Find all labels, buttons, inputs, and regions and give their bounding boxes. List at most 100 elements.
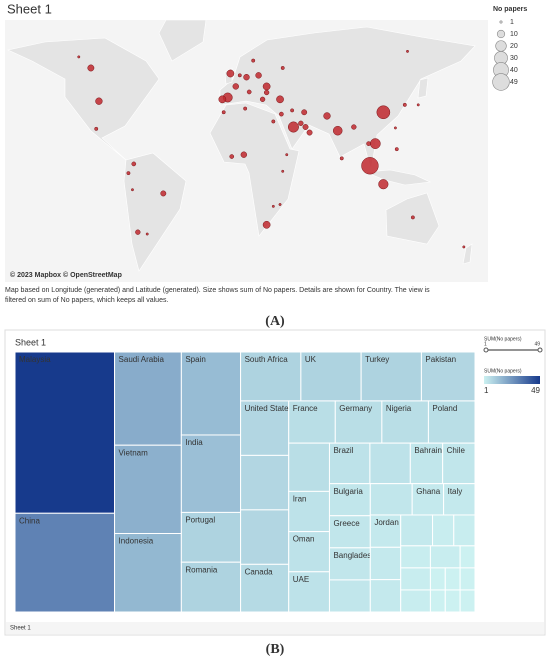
map-bubble	[410, 215, 415, 220]
treemap-cell	[328, 483, 371, 517]
treemap-label: UAE	[293, 575, 309, 584]
color-legend-title: SUM(No papers)	[484, 368, 522, 374]
map-title: Sheet 1	[7, 1, 52, 16]
size-legend-label: 30	[510, 55, 518, 62]
treemap-label: Oman	[293, 535, 315, 544]
treemap-cell	[114, 351, 182, 446]
map-bubble	[126, 171, 131, 176]
map-bubble	[285, 153, 289, 157]
map-bubble	[95, 97, 103, 105]
size-legend-circle	[499, 20, 503, 24]
treemap-label: Nigeria	[386, 404, 412, 413]
map-bubble	[131, 161, 137, 167]
treemap-label: Canada	[245, 567, 274, 576]
size-legend-circle	[496, 29, 506, 39]
size-legend-title: No papers	[493, 6, 527, 13]
treemap-label: UK	[305, 355, 317, 364]
map-bubble	[237, 73, 242, 78]
treemap-label: India	[185, 438, 203, 447]
treemap-label: South Africa	[245, 355, 289, 364]
map-bubble	[278, 203, 282, 206]
treemap-label: Poland	[432, 404, 457, 413]
map-bubble	[402, 102, 407, 107]
treemap-cell	[400, 567, 431, 591]
treemap-label: Brazil	[333, 446, 353, 455]
treemap-cell	[328, 515, 371, 549]
map-bubble	[281, 169, 285, 173]
map-bubble	[376, 105, 391, 120]
map-bubble	[226, 69, 235, 78]
treemap: Malaysia China Saudi Arabia Vietnam Indonesi…	[14, 351, 476, 613]
treemap-cell	[240, 509, 290, 565]
map-bubble	[301, 109, 308, 116]
caption-line: filtered on sum of No papers, which keep…	[5, 297, 168, 304]
treemap-cell	[369, 483, 413, 516]
map-bubble	[94, 126, 99, 131]
slider-handle[interactable]	[483, 347, 489, 353]
map-bubble	[394, 147, 399, 152]
map-bubble	[131, 188, 134, 192]
sheet-tab[interactable]: Sheet 1	[10, 626, 31, 632]
treemap-cell	[400, 589, 431, 613]
map-bubble	[87, 64, 95, 72]
map-bubble	[218, 95, 227, 104]
treemap-label: Malaysia	[19, 355, 51, 364]
slider-title: SUM(No papers)	[484, 336, 522, 342]
map-bubble	[280, 66, 285, 70]
map-bubble	[290, 108, 295, 113]
treemap-cell	[288, 400, 336, 444]
map-bubble	[263, 89, 270, 96]
map-bubble	[255, 72, 262, 79]
map-bubble	[366, 141, 371, 146]
size-legend-label: 20	[510, 43, 518, 50]
treemap-label: Greece	[333, 519, 360, 528]
treemap-cell	[429, 567, 446, 591]
map-bubble	[229, 154, 235, 159]
slider-min: 1	[484, 341, 487, 347]
treemap-cell	[180, 561, 242, 613]
color-legend-bar	[484, 376, 540, 384]
color-legend-max: 49	[531, 386, 540, 395]
treemap-label: Bangladesh	[333, 551, 375, 560]
treemap-cell	[381, 400, 429, 444]
treemap-cell	[453, 514, 476, 547]
size-legend-label: 1	[510, 19, 514, 26]
treemap-cell	[180, 434, 242, 513]
map-bubble	[302, 124, 309, 130]
treemap-cell	[334, 400, 383, 444]
treemap-label: Spain	[185, 355, 205, 364]
map-bubble	[339, 156, 344, 161]
treemap-label: Italy	[448, 487, 463, 496]
treemap-cell	[444, 567, 461, 591]
treemap-cell	[427, 400, 476, 444]
map-bubble	[271, 119, 276, 124]
treemap-cell	[432, 514, 455, 547]
size-legend-label: 40	[510, 67, 518, 74]
size-legend-circle	[492, 73, 510, 91]
treemap-label: China	[19, 516, 40, 525]
slider-handle[interactable]	[537, 347, 543, 353]
treemap-cell	[360, 351, 422, 402]
treemap-label: Bulgaria	[333, 487, 363, 496]
treemap-cell	[288, 442, 330, 492]
map-bubble	[262, 82, 271, 91]
map-bubble	[323, 112, 331, 120]
panel-label: (A)	[265, 314, 285, 329]
treemap-cell	[369, 546, 402, 581]
map-bubble	[298, 120, 304, 126]
map-bubble	[332, 125, 343, 136]
treemap-cell	[328, 579, 371, 613]
treemap-cell	[288, 490, 330, 533]
map-points	[77, 49, 466, 249]
treemap-label: Turkey	[365, 355, 389, 364]
treemap-cell	[369, 579, 402, 613]
treemap-cell	[14, 512, 116, 613]
map-bubble	[287, 121, 299, 133]
slider-max: 49	[534, 341, 540, 347]
size-legend-label: 10	[510, 31, 518, 38]
size-legend-label: 49	[510, 79, 518, 86]
map-bubble	[145, 232, 149, 236]
map-bubble	[361, 157, 379, 175]
treemap-cell	[459, 567, 476, 591]
